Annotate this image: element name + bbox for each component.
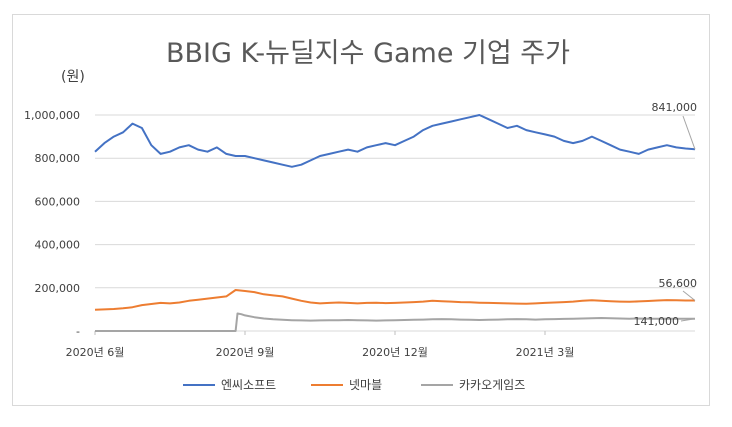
y-tick-label: - bbox=[76, 325, 80, 338]
annotation-leader bbox=[680, 318, 696, 322]
y-tick-label: 600,000 bbox=[35, 195, 81, 208]
x-tick-label: 2021년 3월 bbox=[516, 346, 575, 359]
series-lines bbox=[94, 114, 696, 332]
legend-label: 엔씨소프트 bbox=[221, 378, 276, 392]
x-tick-label: 2020년 9월 bbox=[216, 346, 275, 359]
series-line-2 bbox=[95, 312, 695, 332]
annotation-leader bbox=[682, 115, 696, 150]
annotation-label: 56,600 bbox=[659, 277, 698, 290]
y-tick-label: 1,000,000 bbox=[24, 109, 80, 122]
chart-title: BBIG K-뉴딜지수 Game 기업 주가 bbox=[166, 38, 570, 69]
annotation-leader bbox=[682, 290, 696, 301]
y-tick-label: 800,000 bbox=[35, 152, 81, 165]
legend: 엔씨소프트 넷마블 카카오게임즈 bbox=[183, 378, 525, 392]
annotation-label: 141,000 bbox=[634, 315, 680, 328]
series-line-1 bbox=[94, 289, 695, 311]
annotation-label: 841,000 bbox=[652, 101, 698, 114]
x-tick-label: 2020년 12월 bbox=[362, 346, 428, 359]
annotations: 841,000 56,600 141,000 bbox=[634, 101, 698, 328]
line-chart: BBIG K-뉴딜지수 Game 기업 주가 (원) - 200,000 400,0… bbox=[24, 38, 698, 392]
series-line-0 bbox=[94, 114, 696, 168]
legend-label: 넷마블 bbox=[349, 378, 382, 392]
x-tick-label: 2020년 6월 bbox=[66, 346, 125, 359]
y-tick-label: 200,000 bbox=[35, 282, 81, 295]
gridlines bbox=[95, 114, 695, 332]
chart-frame: BBIG K-뉴딜지수 Game 기업 주가 (원) - 200,000 400,0… bbox=[12, 14, 710, 406]
axes: - 200,000 400,000 600,000 800,000 1,000,000 20… bbox=[24, 109, 574, 359]
legend-label: 카카오게임즈 bbox=[459, 378, 525, 392]
y-tick-label: 400,000 bbox=[35, 239, 81, 252]
y-axis-unit-label: (원) bbox=[61, 69, 85, 85]
